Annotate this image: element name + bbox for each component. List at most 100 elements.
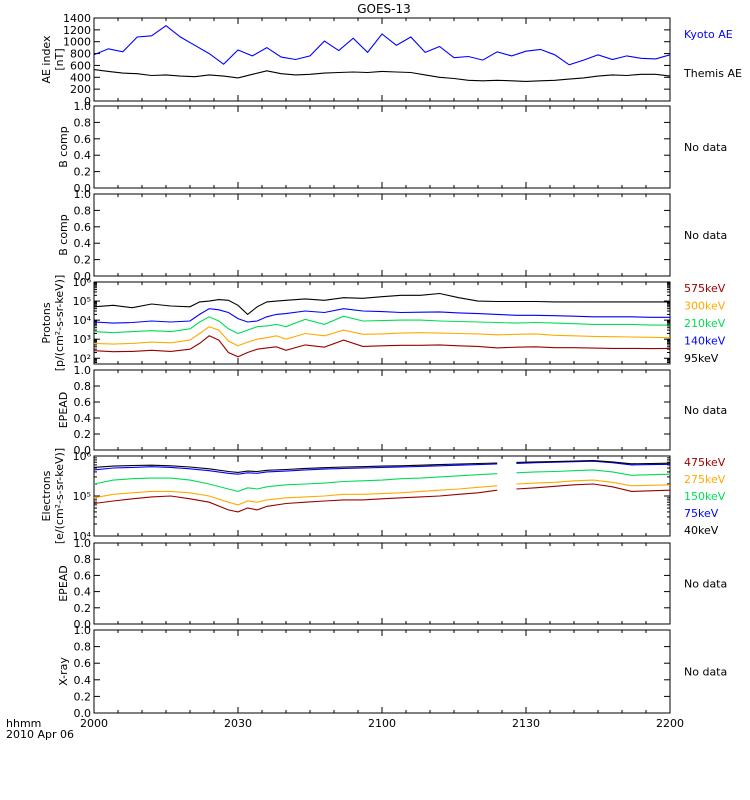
y-tick-label: 0.4	[74, 412, 92, 425]
x-tick-label: 2000	[80, 717, 108, 730]
legend-entry-kyoto-ae: Kyoto AE	[684, 28, 733, 41]
series-line-275kev	[93, 479, 671, 506]
y-tick-label: 0.6	[74, 133, 92, 146]
y-axis-label: B comp	[57, 214, 70, 256]
y-tick-label: 0.8	[74, 553, 92, 566]
series-line-150kev	[93, 469, 671, 492]
y-axis-label: [e/(cm²-s-sr-keV)]	[53, 448, 66, 544]
series-line-75kev	[93, 460, 671, 475]
time-axis: hhmm 2010 Apr 06 2000 2030 2100 2130 2200	[6, 717, 684, 741]
y-tick-label: 1.0	[74, 100, 92, 113]
y-tick-label: 0.0	[74, 707, 92, 720]
y-tick-label: 600	[70, 59, 91, 72]
series-line-140kev	[93, 308, 670, 324]
legend-entry-150kev: 150keV	[684, 490, 726, 503]
y-tick-label: 0.2	[74, 690, 92, 703]
y-axis-label: Protons	[40, 302, 53, 343]
y-tick-label: 10²	[73, 352, 91, 365]
panel-b_comp_1: 0.0 0.2 0.4 0.6 0.8 1.0 B comp No data	[57, 100, 727, 195]
no-data-annotation: No data	[684, 578, 727, 591]
legend-entry-575kev: 575keV	[684, 282, 726, 295]
y-axis-label: AE index	[40, 35, 53, 84]
y-axis-label: [nT]	[53, 48, 66, 70]
y-tick-label: 0.2	[74, 428, 92, 441]
y-axis-label: B comp	[57, 126, 70, 168]
y-tick-label: 0.8	[74, 380, 92, 393]
y-tick-label: 1400	[63, 12, 91, 25]
series-line-kyoto-ae	[93, 25, 671, 66]
y-tick-label: 0.0	[74, 270, 92, 283]
y-tick-label: 10⁶	[73, 450, 92, 463]
no-data-annotation: No data	[684, 666, 727, 679]
y-tick-label: 0.2	[74, 602, 92, 615]
panel-epead_1: 0.0 0.2 0.4 0.6 0.8 1.0 EPEAD No data	[57, 364, 727, 457]
panel-frame	[93, 629, 671, 714]
y-tick-label: 10⁵	[73, 295, 91, 308]
x-tick-label: 2130	[512, 717, 540, 730]
y-tick-label: 10⁵	[73, 490, 91, 503]
x-tick-label: 2030	[224, 717, 252, 730]
y-tick-label: 1.0	[74, 537, 92, 550]
panel-frame	[93, 369, 671, 451]
y-tick-label: 1000	[63, 36, 91, 49]
y-tick-label: 0.6	[74, 569, 92, 582]
y-tick-label: 0.4	[74, 149, 92, 162]
x-tick-label: 2200	[656, 717, 684, 730]
legend-entry-95kev: 95keV	[684, 352, 719, 365]
legend-entry-140kev: 140keV	[684, 335, 726, 348]
y-tick-label: 1.0	[74, 188, 92, 201]
y-tick-label: 200	[70, 83, 91, 96]
panel-frame	[93, 542, 671, 625]
time-axis-label-date: 2010 Apr 06	[6, 728, 74, 741]
panel-frame	[93, 193, 671, 277]
series-line-475kev	[93, 483, 671, 513]
y-tick-label: 800	[70, 48, 91, 61]
y-axis-label: EPEAD	[57, 392, 70, 429]
series-line-themis-ae	[93, 69, 671, 82]
y-tick-label: 0.8	[74, 116, 92, 129]
no-data-annotation: No data	[684, 229, 727, 242]
y-tick-label: 0.2	[74, 166, 92, 179]
y-axis-label: EPEAD	[57, 565, 70, 602]
y-tick-label: 0.0	[74, 618, 92, 631]
panel-protons: 10² 10³ 10⁴ 10⁵ 10⁶ Protons [p/(cm²-s-sr-keV)]…	[40, 275, 726, 372]
y-tick-label: 10⁴	[73, 314, 92, 327]
y-tick-label: 0.4	[74, 586, 92, 599]
y-tick-label: 0.4	[74, 674, 92, 687]
panel-frame	[93, 17, 671, 102]
series-line-95kev	[93, 292, 670, 316]
y-tick-label: 400	[70, 71, 91, 84]
no-data-annotation: No data	[684, 141, 727, 154]
y-tick-label: 10³	[73, 333, 91, 346]
y-tick-label: 0.4	[74, 237, 92, 250]
panel-epead_2: 0.0 0.2 0.4 0.6 0.8 1.0 EPEAD No data	[57, 537, 727, 631]
time-axis-label-hhmm: hhmm	[6, 717, 41, 730]
series-line-210kev	[93, 315, 670, 335]
series-line-300kev	[93, 326, 671, 347]
series-line-40kev	[93, 459, 671, 473]
y-axis-label: Electrons	[40, 470, 53, 521]
y-tick-label: 0.6	[74, 221, 92, 234]
y-tick-label: 10⁶	[73, 276, 92, 289]
y-tick-label: 0.8	[74, 204, 92, 217]
legend-entry-210kev: 210keV	[684, 317, 726, 330]
panel-x_ray: 0.0 0.2 0.4 0.6 0.8 1.0 X-ray No data	[57, 624, 727, 720]
y-tick-label: 0.0	[74, 182, 92, 195]
y-tick-label: 1.0	[74, 364, 92, 377]
series-line-575kev	[93, 335, 671, 358]
panel-electrons: 10⁴ 10⁵ 10⁶ Electrons [e/(cm²-s-sr-keV)] 475k…	[40, 448, 726, 544]
y-tick-label: 0.2	[74, 254, 92, 267]
no-data-annotation: No data	[684, 404, 727, 417]
panel-frame	[93, 105, 671, 189]
figure-title: GOES-13	[357, 2, 411, 16]
legend-entry-475kev: 475keV	[684, 456, 726, 469]
y-tick-label: 1.0	[74, 624, 92, 637]
legend-entry-275kev: 275keV	[684, 473, 726, 486]
y-tick-label: 0	[84, 95, 91, 108]
y-tick-label: 0.0	[74, 444, 92, 457]
y-tick-label: 0.6	[74, 657, 92, 670]
y-tick-label: 0.6	[74, 396, 92, 409]
